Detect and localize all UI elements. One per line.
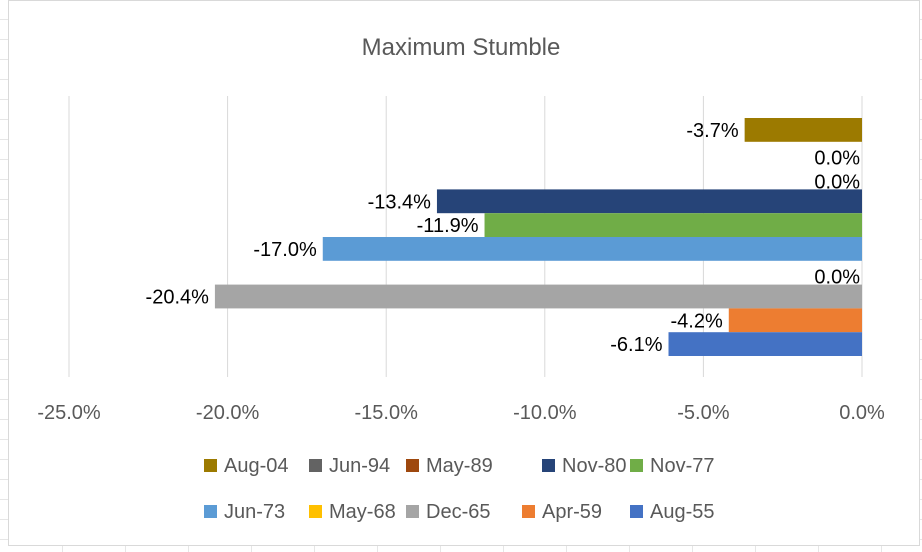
legend-label-nov-80: Nov-80 — [562, 455, 626, 477]
legend-swatch-aug-04 — [204, 459, 217, 472]
legend-item-jun-73[interactable]: Jun-73 — [204, 501, 285, 523]
bars — [214, 118, 863, 356]
legend-item-jun-94[interactable]: Jun-94 — [309, 455, 390, 477]
legend-label-apr-59: Apr-59 — [542, 501, 602, 523]
legend-swatch-may-68 — [309, 505, 322, 518]
legend-item-apr-59[interactable]: Apr-59 — [522, 501, 602, 523]
legend-swatch-jun-94 — [309, 459, 322, 472]
x-tick-label-0: -25.0% — [37, 402, 101, 424]
data-label-may-89: 0.0% — [814, 172, 860, 194]
x-tick-label-4: -5.0% — [677, 402, 729, 424]
legend-item-dec-65[interactable]: Dec-65 — [406, 501, 490, 523]
legend-swatch-apr-59 — [522, 505, 535, 518]
x-axis-tick-labels: -25.0% -20.0% -15.0% -10.0% -5.0% 0.0% — [37, 402, 885, 424]
x-tick-label-3: -10.0% — [513, 402, 577, 424]
bar-aug-04[interactable] — [744, 118, 862, 142]
bar-jun-73[interactable] — [322, 237, 862, 261]
data-label-aug-55: -6.1% — [610, 334, 662, 356]
legend-item-aug-04[interactable]: Aug-04 — [204, 455, 289, 477]
legend-item-nov-80[interactable]: Nov-80 — [542, 455, 626, 477]
data-labels: -3.7%0.0%0.0%-13.4%-11.9%-17.0%0.0%-20.4… — [146, 120, 861, 356]
data-label-dec-65: -20.4% — [146, 287, 210, 309]
legend-swatch-aug-55 — [630, 505, 643, 518]
legend-swatch-dec-65 — [406, 505, 419, 518]
legend-item-aug-55[interactable]: Aug-55 — [630, 501, 715, 523]
bar-nov-77[interactable] — [484, 213, 862, 237]
data-label-may-68: 0.0% — [814, 267, 860, 289]
chart-area[interactable]: Maximum Stumble -3.7% 0.0% 0.0% -13.4% -11.9… — [8, 0, 920, 546]
legend-item-nov-77[interactable]: Nov-77 — [630, 455, 714, 477]
legend-swatch-may-89 — [406, 459, 419, 472]
x-tick-label-5: 0.0% — [839, 402, 885, 424]
data-label-apr-59: -4.2% — [671, 310, 723, 332]
legend-item-may-68[interactable]: May-68 — [309, 501, 396, 523]
bar-dec-65[interactable] — [214, 284, 863, 309]
bar-aug-55[interactable] — [668, 332, 862, 356]
legend-swatch-nov-80 — [542, 459, 555, 472]
legend-label-dec-65: Dec-65 — [426, 501, 490, 523]
x-tick-label-1: -20.0% — [196, 402, 260, 424]
data-label-aug-04: -3.7% — [686, 120, 738, 142]
legend-swatch-nov-77 — [630, 459, 643, 472]
legend-label-jun-94: Jun-94 — [329, 455, 390, 477]
legend-label-jun-73: Jun-73 — [224, 501, 285, 523]
bar-chart: Maximum Stumble -3.7%0.0%0.0%-13.4%-11.9… — [37, 34, 885, 523]
bar-apr-59[interactable] — [728, 308, 862, 333]
legend-label-nov-77: Nov-77 — [650, 455, 714, 477]
data-label-jun-94: 0.0% — [814, 148, 860, 170]
bar-nov-80[interactable] — [436, 189, 862, 214]
legend-label-aug-04: Aug-04 — [224, 455, 289, 477]
legend: Aug-04 Jun-94 May-89 Nov-80 Nov-77 Jun-73 May-… — [204, 455, 715, 523]
data-label-nov-77: -11.9% — [417, 215, 479, 237]
x-tick-label-2: -15.0% — [355, 402, 419, 424]
data-label-jun-73: -17.0% — [253, 239, 317, 261]
chart-title: Maximum Stumble — [362, 34, 561, 61]
legend-item-may-89[interactable]: May-89 — [406, 455, 493, 477]
legend-label-aug-55: Aug-55 — [650, 501, 715, 523]
legend-swatch-jun-73 — [204, 505, 217, 518]
data-label-nov-80: -13.4% — [368, 191, 432, 213]
legend-label-may-68: May-68 — [329, 501, 396, 523]
legend-label-may-89: May-89 — [426, 455, 493, 477]
